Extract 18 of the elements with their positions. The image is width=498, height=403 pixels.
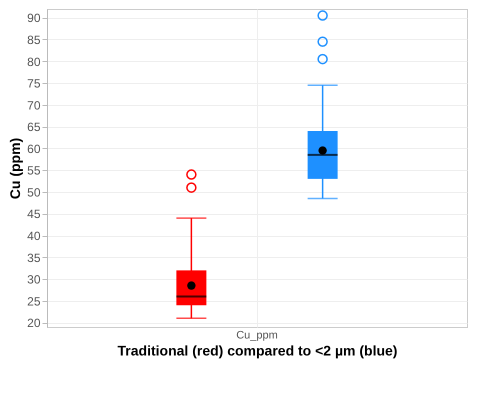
y-tick-label: 40 [27, 229, 41, 244]
y-tick-label: 35 [27, 250, 41, 265]
y-tick-label: 70 [27, 98, 41, 112]
y-tick-label: 25 [27, 294, 41, 308]
y-axis-title: Cu (ppm) [7, 138, 24, 200]
y-tick-label: 45 [27, 207, 41, 222]
y-tick-label: 55 [27, 164, 41, 178]
y-tick-label: 85 [27, 32, 41, 47]
x-tick-label: Cu_ppm [236, 330, 278, 342]
y-tick-label: 30 [27, 272, 41, 287]
y-tick-label: 65 [27, 120, 41, 134]
y-tick-label: 60 [27, 142, 41, 156]
y-tick-label: 90 [27, 11, 41, 26]
y-tick-label: 50 [27, 185, 41, 200]
y-tick-label: 75 [27, 76, 41, 91]
y-tick-label: 80 [27, 54, 41, 69]
x-axis-title: Traditional (red) compared to <2 µm (blue) [118, 342, 398, 358]
y-tick-label: 20 [27, 316, 41, 330]
